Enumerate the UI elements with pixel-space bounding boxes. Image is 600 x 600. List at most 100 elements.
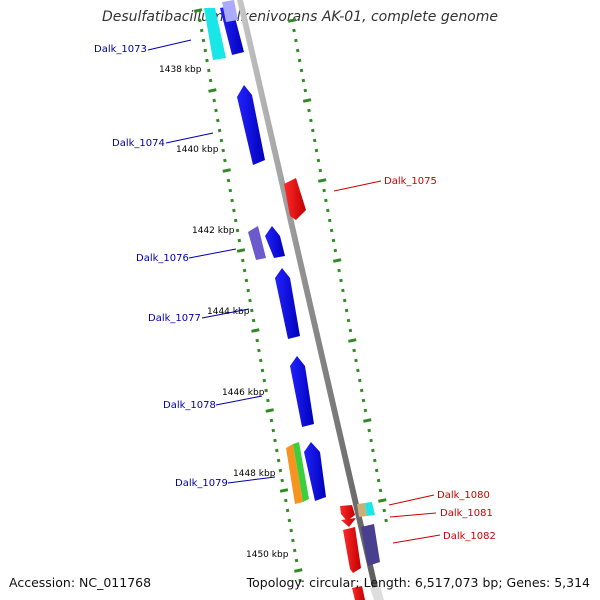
gene-dalk-1080-arrow[interactable] [340, 505, 355, 521]
right-track-tick [348, 338, 357, 343]
left-track-tick [241, 258, 245, 263]
right-track-tick [329, 228, 334, 233]
right-track-tick [348, 328, 353, 333]
gene-dalk-1076-arrow-b[interactable] [265, 226, 285, 258]
gene-label-dalk-1073[interactable]: Dalk_1073 [94, 44, 147, 55]
right-track-tick [344, 308, 349, 313]
right-track-tick [316, 158, 321, 163]
left-track-tick [244, 278, 249, 283]
left-track-tick [255, 338, 259, 343]
left-track-tick [264, 388, 268, 393]
gene-dalk-1082-arrow-red[interactable] [343, 527, 361, 573]
gene-label-dalk-1082[interactable]: Dalk_1082 [443, 531, 496, 542]
gene-dalk-1076[interactable] [248, 226, 285, 260]
genome-backbone [237, 0, 381, 600]
left-track-tick [208, 78, 213, 83]
left-track-tick [242, 268, 247, 273]
left-track-tick [203, 48, 208, 53]
right-track-tick [311, 128, 315, 133]
left-track-tick [236, 248, 246, 253]
left-track-tick [235, 228, 240, 233]
right-track-tick [371, 448, 375, 453]
gene-dalk-1081-arrow-cyan[interactable] [365, 502, 375, 516]
right-track-tick [314, 148, 319, 153]
right-track-tick [317, 178, 327, 183]
gene-label-dalk-1076[interactable]: Dalk_1076 [136, 253, 189, 264]
gene-dalk-1081[interactable] [341, 502, 375, 527]
gene-dalk-1081-arrow-red[interactable] [341, 518, 356, 527]
left-track-tick [198, 18, 202, 23]
left-track-tick [226, 178, 231, 183]
gene-dalk-1079-arrow-orange[interactable] [286, 444, 303, 504]
label-leaders [147, 39, 441, 544]
left-track-tick [266, 398, 270, 403]
gene-label-dalk-1075[interactable]: Dalk_1075 [384, 176, 437, 187]
right-track-tick [352, 348, 356, 353]
right-track-tick [384, 518, 388, 523]
right-track-tick [294, 38, 298, 43]
right-track-tick [376, 478, 381, 483]
gene-dalk-1082-tail-grey[interactable] [370, 586, 384, 600]
right-track-tick [295, 48, 300, 53]
left-track-tick [214, 108, 218, 113]
right-track-tick [327, 218, 332, 223]
gene-dalk-1078[interactable] [290, 356, 314, 427]
left-track-tick [223, 158, 227, 163]
left-track-tick [265, 408, 274, 413]
gene-label-dalk-1077[interactable]: Dalk_1077 [148, 313, 201, 324]
gene-label-dalk-1074[interactable]: Dalk_1074 [112, 138, 165, 149]
gene-dalk-1074[interactable] [237, 85, 265, 165]
left-track-tick [221, 148, 225, 153]
scale-label-1448: 1448 kbp [233, 469, 276, 479]
left-track-tick [292, 548, 297, 553]
gene-dalk-1082-tail-red[interactable] [352, 586, 365, 600]
left-track-tick [291, 538, 295, 543]
right-track-tick [339, 278, 343, 283]
left-track-tick [212, 98, 216, 103]
left-track-tick [273, 438, 277, 443]
gene-dalk-1079-arrow-green[interactable] [293, 442, 309, 502]
left-track-tick [262, 378, 267, 383]
right-track-tick [382, 508, 386, 513]
gene-dalk-1082[interactable] [343, 524, 384, 600]
left-track-tick [294, 558, 299, 563]
gene-label-dalk-1079[interactable]: Dalk_1079 [175, 478, 228, 489]
left-track-tick [232, 208, 236, 213]
gene-label-dalk-1081[interactable]: Dalk_1081 [440, 508, 493, 519]
right-track-tick [378, 498, 387, 503]
gene-dalk-1082-arrow-plum[interactable] [361, 524, 380, 566]
right-track-tick [361, 398, 366, 403]
right-track-tick [331, 238, 336, 243]
gene-dalk-1077[interactable] [275, 268, 300, 339]
right-track-tick [326, 208, 330, 213]
gene-dalk-1073-arrow-c[interactable] [222, 0, 238, 22]
gene-dalk-1080[interactable] [340, 505, 355, 521]
gene-dalk-1079-arrow-blue[interactable] [304, 442, 326, 501]
right-track-tick [369, 438, 373, 443]
gene-label-dalk-1080[interactable]: Dalk_1080 [437, 490, 490, 501]
gene-dalk-1075[interactable] [284, 178, 306, 220]
left-track-tick [228, 188, 233, 193]
right-track-tick [341, 288, 345, 293]
left-track-tick [205, 58, 209, 63]
left-track-tick [280, 478, 284, 483]
left-track-tick [222, 168, 231, 173]
gene-label-dalk-1078[interactable]: Dalk_1078 [163, 400, 216, 411]
gene-dalk-1079[interactable] [286, 442, 326, 504]
gene-dalk-1076-arrow-a[interactable] [248, 226, 266, 260]
right-track-tick [363, 408, 368, 413]
right-track-tick [324, 198, 328, 203]
gene-dalk-1073[interactable] [204, 0, 244, 60]
right-track-tick [363, 418, 372, 423]
right-track-tick [318, 168, 323, 173]
right-track-tick [333, 248, 338, 253]
gene-dalk-1073-arrow-a[interactable] [204, 8, 226, 60]
right-track-tick [299, 68, 304, 73]
gene-dalk-1081-arrow-tan[interactable] [357, 503, 367, 517]
scale-label-1442: 1442 kbp [192, 226, 235, 236]
left-track-tick [216, 118, 220, 123]
left-track-tick [294, 568, 303, 573]
left-track-tick [285, 508, 290, 513]
left-track-tick [276, 458, 281, 463]
left-track-tick [251, 328, 260, 333]
